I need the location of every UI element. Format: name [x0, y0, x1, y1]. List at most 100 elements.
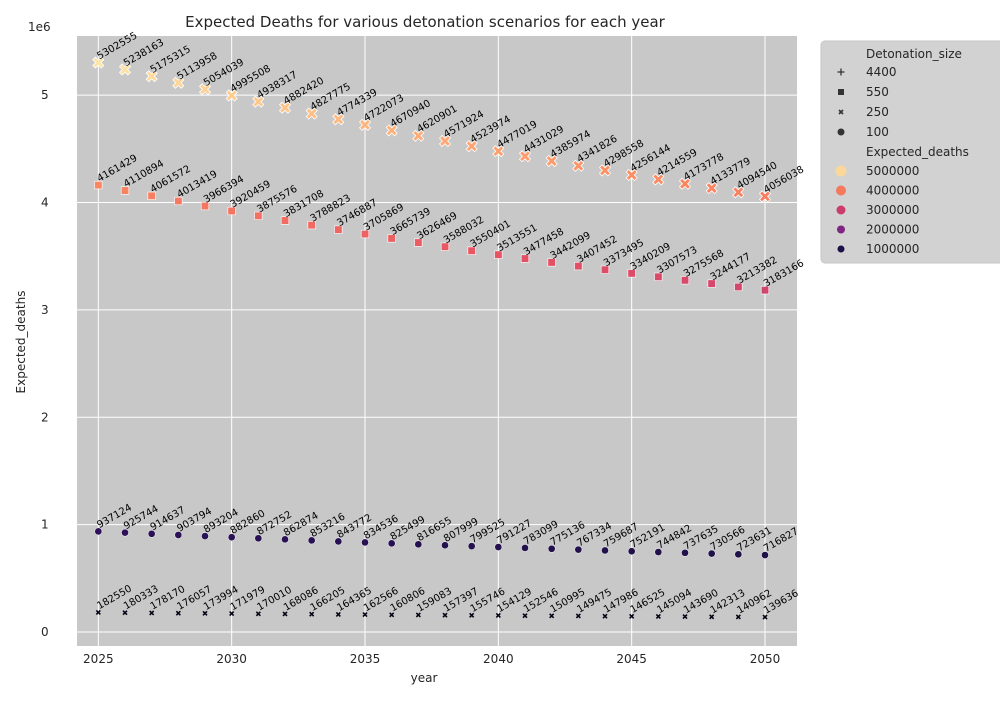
data-point: [652, 173, 665, 186]
data-point: [682, 614, 688, 620]
data-point: [174, 531, 183, 539]
data-point: [441, 541, 449, 550]
y-tick-label: 0: [41, 625, 49, 639]
legend-marker: [837, 68, 845, 76]
data-point: [678, 177, 692, 190]
data-point: [94, 527, 103, 536]
data-point: [735, 614, 741, 620]
data-point: [681, 548, 689, 557]
legend-color-swatch: [836, 185, 846, 196]
data-point: [255, 611, 261, 617]
grid-lines: [77, 36, 797, 646]
data-point: [654, 272, 663, 281]
data-point: [655, 613, 661, 620]
data-point: [362, 612, 368, 618]
legend-color-swatch: [837, 245, 845, 253]
legend-label: 2000000: [866, 223, 919, 237]
data-point: [335, 611, 341, 617]
data-point: [229, 611, 235, 617]
data-point: [254, 534, 263, 543]
data-point: [627, 547, 636, 556]
data-point: [520, 254, 530, 263]
data-point: [361, 538, 369, 547]
data-point: [518, 150, 532, 163]
data-point: [707, 279, 716, 288]
legend-title-expected-deaths: Expected_deaths: [866, 145, 969, 159]
data-point: [467, 246, 476, 255]
legend-label: 550: [866, 85, 889, 99]
data-point: [469, 612, 475, 618]
data-point: [574, 545, 583, 554]
y-tick-label: 5: [41, 88, 49, 102]
data-point: [94, 181, 103, 190]
data-point: [732, 186, 745, 199]
data-point: [521, 544, 529, 552]
data-point: [358, 118, 372, 131]
y-tick-label: 2: [41, 410, 49, 424]
data-point: [705, 182, 718, 195]
data-point: [282, 611, 288, 617]
data-point: [465, 140, 478, 153]
data-point: [492, 145, 505, 158]
chart-title: Expected Deaths for various detonation s…: [185, 13, 665, 31]
legend-label: 1000000: [866, 242, 919, 256]
x-tick-label: 2050: [750, 652, 781, 666]
data-point: [440, 242, 450, 251]
data-point: [412, 129, 425, 142]
y-tick-label: 1: [41, 518, 49, 532]
data-point: [254, 211, 263, 220]
data-point: [494, 543, 503, 551]
data-point: [200, 201, 210, 211]
data-point: [334, 537, 343, 546]
data-point: [625, 168, 638, 182]
data-point: [309, 611, 315, 617]
data-point: [149, 610, 155, 616]
legend-color-swatch: [837, 225, 845, 234]
data-points: [92, 56, 772, 620]
data-point: [574, 261, 583, 271]
data-point: [147, 529, 156, 538]
data-point: [280, 216, 290, 225]
data-point: [602, 613, 608, 619]
data-point: [598, 164, 612, 177]
data-point: [762, 614, 768, 620]
legend-label: 4000000: [866, 184, 919, 198]
data-point: [118, 63, 132, 76]
data-point: [278, 101, 292, 114]
legend-label: 100: [866, 125, 889, 139]
data-point: [95, 609, 101, 615]
x-axis-title: year: [411, 671, 438, 685]
data-point: [121, 528, 129, 537]
data-point: [709, 614, 715, 620]
data-point: [438, 134, 452, 148]
data-point: [734, 550, 743, 559]
y-tick-label: 4: [41, 195, 49, 209]
data-point: [601, 546, 609, 555]
data-point: [414, 238, 423, 247]
data-point: [385, 124, 398, 137]
x-tick-label: 2045: [616, 652, 647, 666]
data-point: [198, 83, 212, 96]
data-point: [734, 282, 743, 292]
legend-marker: [837, 128, 845, 136]
data-point: [227, 533, 236, 542]
y-tick-label: 3: [41, 303, 49, 317]
x-tick-label: 2035: [350, 652, 381, 666]
data-point: [281, 535, 289, 544]
data-point: [389, 612, 395, 618]
data-point: [627, 269, 636, 278]
data-point: [147, 191, 156, 200]
legend-color-swatch: [836, 205, 846, 215]
data-point: [629, 613, 635, 619]
data-point: [334, 225, 343, 234]
data-point: [387, 234, 396, 243]
data-point: [442, 612, 448, 618]
data-point: [122, 610, 128, 616]
data-point: [305, 107, 318, 120]
data-point: [572, 159, 585, 172]
data-point: [120, 186, 130, 195]
legend-color-swatch: [835, 165, 847, 177]
data-point: [201, 532, 209, 540]
